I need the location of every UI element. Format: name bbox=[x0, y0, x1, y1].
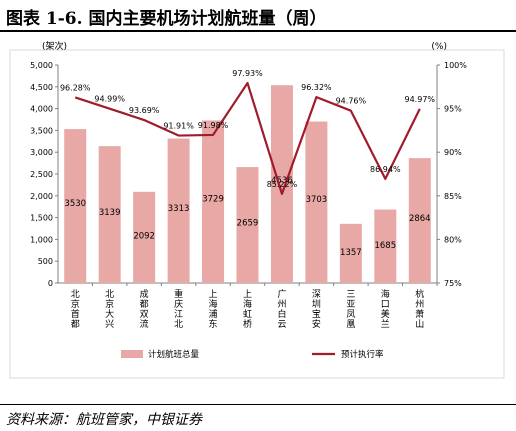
y-left-tick-label: 500 bbox=[38, 257, 53, 266]
bar bbox=[408, 158, 431, 283]
chart-svg: (架次) (%) 0 500 1,000 1,500 2,000 2,500 3,000 3,50… bbox=[9, 40, 505, 379]
line-value-label: 96.28% bbox=[60, 83, 91, 92]
y-left-tick-label: 2,000 bbox=[30, 192, 53, 201]
line-value-label: 94.99% bbox=[94, 95, 125, 104]
y-left-tick-label: 0 bbox=[48, 279, 53, 288]
x-tick-label: 重庆江北 bbox=[174, 288, 183, 330]
bar-value-label: 2864 bbox=[409, 214, 431, 224]
bar-value-label: 4536 bbox=[271, 176, 293, 186]
bar bbox=[133, 191, 156, 283]
bar bbox=[98, 146, 121, 283]
line-value-label: 94.76% bbox=[336, 97, 367, 106]
x-tick-label: 上海虹桥 bbox=[243, 289, 252, 330]
bar bbox=[64, 129, 87, 283]
x-tick-label: 广州白云 bbox=[277, 288, 286, 330]
bar bbox=[270, 85, 293, 283]
bar-value-label: 3703 bbox=[306, 195, 328, 205]
bar-value-label: 1685 bbox=[374, 241, 396, 251]
x-tick-label: 上海浦东 bbox=[209, 289, 218, 330]
y-right-tick-label: 85% bbox=[444, 192, 462, 201]
line-value-label: 85.22% bbox=[267, 180, 298, 189]
bar-value-label: 2659 bbox=[237, 219, 259, 229]
bar-value-label: 3530 bbox=[64, 199, 86, 209]
legend-bar-label: 计划航班总量 bbox=[148, 349, 200, 360]
line-value-label: 93.69% bbox=[129, 106, 160, 115]
line-value-label: 86.94% bbox=[370, 165, 401, 174]
line-value-label: 91.98% bbox=[198, 121, 229, 130]
legend-line-label: 预计执行率 bbox=[341, 349, 384, 360]
y-right-unit: (%) bbox=[431, 42, 447, 52]
bar-value-label: 3139 bbox=[99, 208, 121, 218]
bar-value-label: 1357 bbox=[340, 248, 362, 258]
x-tick-label: 成都双流 bbox=[140, 288, 149, 330]
y-right-tick-label: 75% bbox=[444, 279, 462, 288]
y-left-tick-label: 3,500 bbox=[30, 126, 53, 135]
x-tick-label: 北京大兴 bbox=[105, 289, 114, 330]
line-value-label: 91.91% bbox=[163, 122, 194, 131]
y-right-tick-label: 90% bbox=[444, 148, 462, 157]
y-left-tick-label: 4,000 bbox=[30, 105, 53, 114]
bar-value-label: 3313 bbox=[168, 204, 190, 214]
x-tick-label: 深圳宝安 bbox=[312, 289, 321, 330]
bar bbox=[305, 121, 328, 284]
x-tick-label: 北京首都 bbox=[71, 289, 80, 330]
chart-title: 图表 1-6. 国内主要机场计划航班量（周） bbox=[6, 9, 327, 29]
y-left-unit: (架次) bbox=[42, 40, 67, 52]
bar-value-label: 3729 bbox=[202, 194, 224, 204]
bar bbox=[339, 223, 362, 283]
x-tick-label: 三亚凤凰 bbox=[346, 290, 355, 330]
x-tick-label: 杭州萧山 bbox=[415, 288, 424, 330]
bar-value-label: 2092 bbox=[133, 232, 155, 242]
y-left-tick-label: 2,500 bbox=[30, 170, 53, 179]
chart-frame bbox=[9, 49, 505, 379]
y-right-tick-label: 80% bbox=[444, 235, 462, 244]
x-tick-label: 海口美兰 bbox=[381, 288, 390, 330]
bar bbox=[202, 120, 225, 283]
bar bbox=[236, 167, 259, 283]
y-right-tick-label: 95% bbox=[444, 105, 462, 114]
source-rule bbox=[0, 404, 516, 405]
y-right-tick-label: 100% bbox=[444, 61, 467, 70]
y-left-tick-label: 1,000 bbox=[30, 235, 53, 244]
bar bbox=[374, 209, 397, 283]
title-rule bbox=[0, 30, 516, 32]
line-value-label: 96.32% bbox=[301, 83, 332, 92]
y-left-tick-label: 5,000 bbox=[30, 61, 53, 70]
source-note: 资料来源：航班管家，中银证券 bbox=[6, 412, 202, 428]
line-value-label: 94.97% bbox=[405, 95, 436, 104]
bar bbox=[167, 138, 190, 283]
y-left-tick-label: 3,000 bbox=[30, 148, 53, 157]
y-left-tick-label: 4,500 bbox=[30, 83, 53, 92]
legend-bar-swatch bbox=[121, 350, 143, 358]
line-value-label: 97.93% bbox=[232, 69, 263, 78]
y-left-tick-label: 1,500 bbox=[30, 214, 53, 223]
